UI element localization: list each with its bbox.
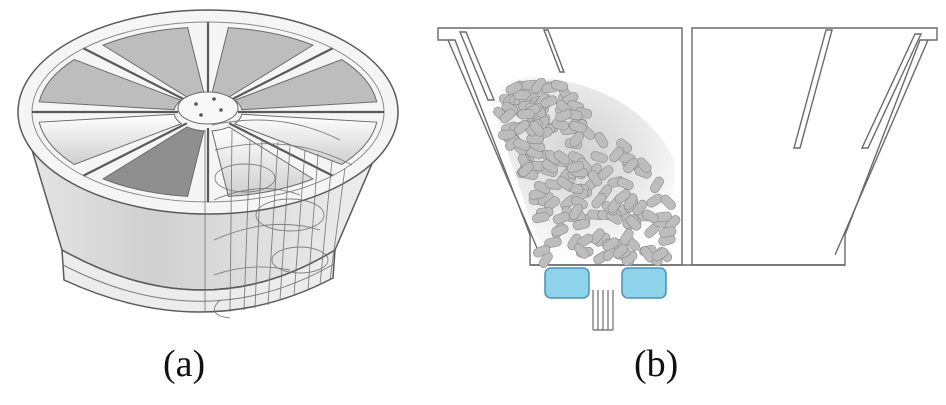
tablet (541, 159, 558, 174)
tablet (555, 109, 573, 123)
drum-spokes (32, 22, 384, 202)
drum-compartment (101, 126, 205, 197)
tablet (550, 79, 569, 92)
tablet (597, 165, 614, 181)
tablet (513, 119, 530, 135)
tablet (614, 189, 631, 204)
tablet (569, 121, 587, 133)
drum-illustration (17, 9, 399, 319)
drum-compartment (233, 58, 378, 111)
tablet (640, 246, 655, 262)
hub-hole (194, 102, 198, 106)
tablet (591, 192, 607, 209)
hopper-slot (793, 29, 833, 149)
hopper-illustration (437, 27, 938, 266)
hopper-right-chamber (691, 27, 938, 266)
tablet (499, 108, 516, 124)
hopper-slot (542, 29, 566, 73)
drum-spoke (83, 47, 188, 102)
tablet (632, 199, 648, 216)
tablet (538, 251, 553, 268)
tablet (590, 228, 605, 245)
tablet (518, 161, 534, 178)
tablet (566, 161, 585, 173)
tablet (544, 236, 562, 249)
tablet (505, 81, 523, 95)
tablet (636, 157, 652, 173)
hopper-slot (860, 33, 923, 149)
tablet-pile (490, 77, 681, 268)
tablet (513, 138, 531, 151)
drum-hub (177, 91, 239, 125)
hopper-left-inner-wall (447, 39, 541, 256)
hub-hole (219, 108, 223, 112)
drum-cutaway (204, 119, 353, 319)
tablet (568, 203, 583, 221)
tablet (660, 194, 676, 210)
tablet (625, 215, 642, 231)
tablet (658, 226, 677, 238)
tablet (623, 157, 639, 174)
drum-spoke (228, 122, 333, 177)
tablet (590, 151, 608, 164)
tablet (602, 237, 620, 252)
tablet (612, 243, 629, 259)
caption-a: (a) (163, 343, 206, 385)
drum-base-line (62, 263, 335, 302)
caption-b: (b) (634, 343, 679, 385)
tablet (619, 228, 634, 246)
tablet (574, 243, 590, 259)
left-sensor (544, 267, 590, 299)
tablet (533, 180, 551, 194)
tablet (646, 193, 663, 208)
tablet (572, 218, 591, 231)
hub-hole (199, 113, 203, 117)
drum-compartment (38, 58, 183, 111)
drum-spoke (83, 122, 188, 177)
hub-hole (212, 97, 216, 101)
outlet-chute (592, 290, 614, 331)
tablet (642, 209, 659, 224)
hopper-left-chamber (437, 27, 683, 266)
tablet (552, 212, 570, 225)
drum-compartment (233, 113, 378, 166)
right-sensor (621, 267, 667, 299)
tablet (532, 211, 550, 224)
tablet (609, 146, 625, 163)
tablet (529, 120, 545, 137)
tablet (556, 176, 573, 191)
tablet (616, 177, 634, 191)
tablet (533, 244, 551, 258)
tablet (551, 224, 569, 237)
tablet (498, 129, 516, 140)
tablet (517, 109, 535, 120)
tablet (650, 176, 664, 193)
tablet (594, 131, 609, 149)
tablet (651, 247, 669, 262)
hopper-right-inner-wall (834, 39, 929, 256)
drum-compartments (38, 27, 378, 197)
tablet (553, 150, 570, 165)
tablet (540, 95, 558, 108)
drum-spoke (228, 47, 333, 102)
drum-compartment (38, 113, 183, 166)
drum-base-ring (61, 248, 336, 313)
